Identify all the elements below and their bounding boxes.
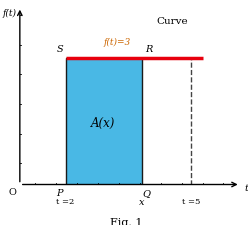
Text: x: x bbox=[139, 198, 144, 207]
Text: t: t bbox=[244, 184, 248, 193]
Text: Curve: Curve bbox=[156, 17, 188, 26]
Text: A(x): A(x) bbox=[91, 117, 116, 130]
Text: t =5: t =5 bbox=[182, 198, 200, 206]
Text: P: P bbox=[57, 189, 63, 198]
Text: Fig. 1: Fig. 1 bbox=[110, 218, 142, 225]
Text: S: S bbox=[57, 45, 63, 54]
Text: f(t): f(t) bbox=[2, 9, 16, 18]
Bar bbox=[65, 58, 142, 184]
Text: t =2: t =2 bbox=[56, 198, 75, 206]
Text: f(t)=3: f(t)=3 bbox=[103, 38, 130, 47]
Text: R: R bbox=[146, 45, 153, 54]
Text: O: O bbox=[8, 189, 16, 198]
Text: Q: Q bbox=[142, 189, 150, 198]
